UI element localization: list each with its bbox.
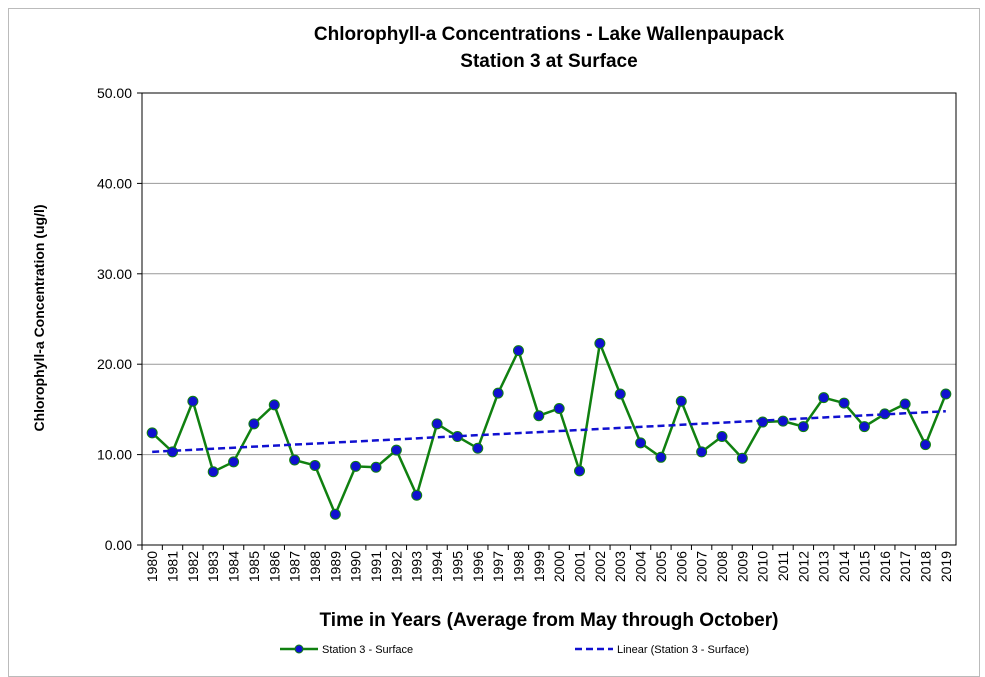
x-tick-label: 2000 — [551, 551, 567, 582]
x-tick-label: 2013 — [816, 551, 832, 582]
data-point — [777, 415, 789, 427]
y-tick-label: 50.00 — [97, 85, 132, 101]
chart-subtitle: Station 3 at Surface — [460, 51, 637, 72]
legend-label: Linear (Station 3 - Surface) — [617, 644, 749, 656]
x-tick-label: 2011 — [775, 551, 791, 581]
data-point — [899, 398, 911, 410]
x-tick-label: 1982 — [185, 551, 201, 582]
x-tick-label: 1981 — [165, 551, 181, 582]
data-point — [268, 399, 280, 411]
x-tick-label: 2006 — [673, 551, 689, 582]
data-line — [151, 338, 947, 518]
data-point — [736, 452, 748, 464]
legend-marker — [294, 644, 304, 654]
x-tick-label: 2005 — [653, 551, 669, 582]
y-tick-label: 10.00 — [97, 447, 132, 463]
x-tick-label: 2012 — [795, 551, 811, 582]
y-tick-label: 40.00 — [97, 175, 132, 191]
data-point — [940, 388, 952, 400]
data-point — [818, 392, 830, 404]
x-tick-label: 1984 — [226, 551, 242, 582]
x-tick-label: 1986 — [266, 551, 282, 582]
data-point — [146, 427, 158, 439]
data-point — [655, 451, 667, 463]
data-point — [309, 459, 321, 471]
x-tick-label: 2017 — [897, 551, 913, 582]
data-point — [228, 456, 240, 468]
x-tick-label: 1980 — [144, 551, 160, 582]
x-tick-label: 2009 — [734, 551, 750, 582]
x-tick-label: 2019 — [938, 551, 954, 582]
x-tick-label: 1991 — [368, 551, 384, 582]
x-tick-label: 2015 — [856, 551, 872, 582]
data-point — [492, 387, 504, 399]
data-point — [919, 439, 931, 451]
data-point — [696, 446, 708, 458]
y-tick-label: 0.00 — [105, 537, 132, 553]
x-tick-label: 1996 — [470, 551, 486, 582]
x-tick-label: 2004 — [633, 551, 649, 582]
x-tick-label: 2007 — [694, 551, 710, 582]
data-point — [248, 418, 260, 430]
data-point — [350, 460, 362, 472]
data-point — [574, 465, 586, 477]
y-axis-label: Chlorophyll-a Concentration (ug/l) — [31, 204, 47, 431]
data-point — [533, 410, 545, 422]
x-tick-label: 1992 — [388, 551, 404, 582]
trend-line — [152, 409, 946, 454]
x-tick-label: 2001 — [572, 551, 588, 582]
x-tick-label: 2016 — [877, 551, 893, 582]
chart-title: Chlorophyll-a Concentrations - Lake Wall… — [314, 24, 785, 45]
data-point — [614, 388, 626, 400]
data-point — [838, 397, 850, 409]
data-point — [370, 461, 382, 473]
data-point — [187, 395, 199, 407]
x-tick-label: 2018 — [917, 551, 933, 582]
x-tick-label: 1990 — [348, 551, 364, 582]
x-tick-label: 1997 — [490, 551, 506, 582]
x-tick-label: 1998 — [510, 551, 526, 582]
plot-area — [141, 92, 957, 546]
data-point — [675, 395, 687, 407]
x-tick-label: 1987 — [287, 551, 303, 582]
data-point — [329, 508, 341, 520]
x-tick-label: 2002 — [592, 551, 608, 582]
x-tick-label: 2008 — [714, 551, 730, 582]
data-point — [390, 444, 402, 456]
y-tick-label: 20.00 — [97, 356, 132, 372]
data-point — [594, 337, 606, 349]
data-point — [289, 454, 301, 466]
x-tick-label: 1988 — [307, 551, 323, 582]
data-point — [411, 489, 423, 501]
x-tick-label: 1995 — [449, 551, 465, 582]
data-point — [512, 345, 524, 357]
data-point — [431, 418, 443, 430]
x-tick-label: 2003 — [612, 551, 628, 582]
data-point — [472, 442, 484, 454]
x-tick-label: 1989 — [327, 551, 343, 582]
x-tick-label: 2010 — [755, 551, 771, 582]
y-tick-label: 30.00 — [97, 266, 132, 282]
x-tick-label: 1985 — [246, 551, 262, 582]
legend-label: Station 3 - Surface — [322, 644, 413, 656]
data-point — [635, 437, 647, 449]
data-point — [207, 466, 219, 478]
data-point — [858, 421, 870, 433]
x-tick-label: 1983 — [205, 551, 221, 582]
data-point — [553, 402, 565, 414]
data-point — [797, 421, 809, 433]
data-point — [757, 416, 769, 428]
x-axis-label: Time in Years (Average from May through … — [320, 610, 779, 631]
x-tick-label: 2014 — [836, 551, 852, 582]
x-tick-label: 1999 — [531, 551, 547, 582]
x-tick-label: 1993 — [409, 551, 425, 582]
data-point — [716, 431, 728, 443]
x-tick-label: 1994 — [429, 551, 445, 582]
